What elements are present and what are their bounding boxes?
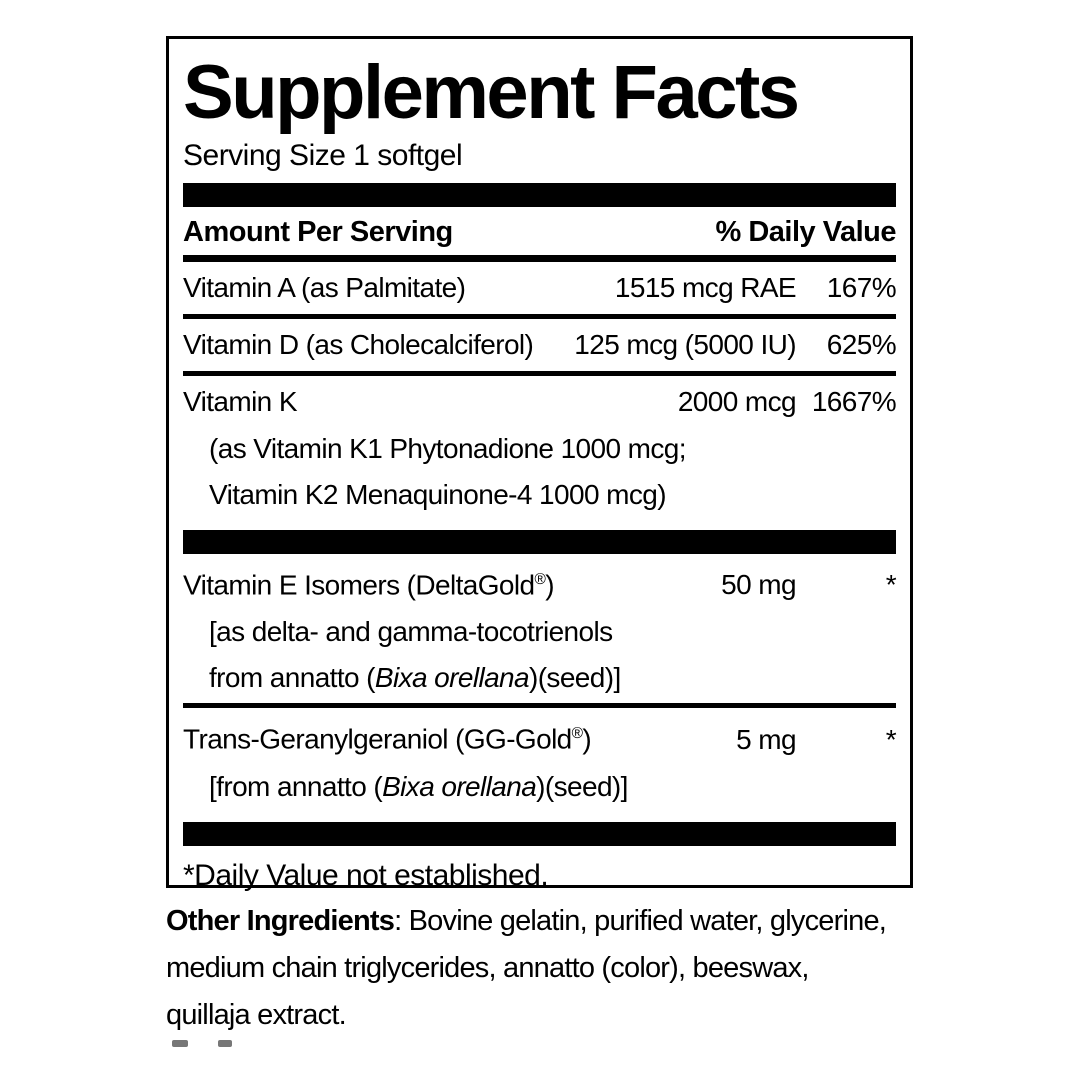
separator-bar [183, 530, 896, 555]
text-segment: Bixa orellana [382, 770, 537, 802]
text-segment: [as delta- and gamma-tocotrienols [209, 616, 613, 648]
nutrient-name: Vitamin K [183, 385, 678, 419]
text-segment: quillaja extract. [166, 999, 347, 1031]
text-segment: Vitamin D (as Cholecalciferol) [183, 329, 534, 361]
text-segment: : Bovine gelatin, purified water, glycer… [394, 905, 887, 937]
other-ingredients-line: medium chain triglycerides, annatto (col… [166, 945, 930, 992]
nutrient-daily-value: 625% [826, 329, 897, 361]
nutrient-name: Trans-Geranylgeraniol (GG-Gold®) [183, 717, 736, 756]
nutrient-name: Vitamin D (as Cholecalciferol) [183, 328, 574, 362]
nutrient-rows: Vitamin A (as Palmitate) 1515 mcg RAE 167%… [183, 262, 897, 846]
text-segment: from annatto ( [209, 662, 376, 694]
nutrient-name: Vitamin A (as Palmitate) [183, 271, 615, 305]
text-segment: (as Vitamin K1 Phytonadione 1000 mcg; [209, 433, 687, 465]
text-segment: Vitamin A (as Palmitate) [183, 272, 466, 304]
amount-per-serving-header: Amount Per Serving [183, 216, 453, 249]
nutrient-row: Vitamin D (as Cholecalciferol) 125 mcg (5… [183, 319, 897, 371]
separator-bar-top [183, 183, 896, 208]
nutrient-daily-value: * [885, 569, 897, 601]
nutrient-daily-value: 167% [826, 272, 897, 304]
nutrient-name: Vitamin E Isomers (DeltaGold®) [183, 563, 721, 602]
nutrient-amount: 5 mg [736, 723, 796, 755]
nutrient-amount: 125 mcg (5000 IU) [574, 329, 796, 361]
nutrient-amount: 2000 mcg [677, 386, 797, 418]
text-segment: medium chain triglycerides, annatto (col… [166, 952, 809, 984]
text-segment: Vitamin K [183, 386, 298, 418]
text-segment: ) [545, 569, 554, 601]
daily-value-header: % Daily Value [715, 216, 897, 249]
nutrient-subline: [as delta- and gamma-tocotrienols [183, 611, 896, 657]
text-segment: [from annatto ( [209, 770, 383, 802]
clipped-text-fragment [218, 1040, 232, 1047]
other-ingredients-line: quillaja extract. [166, 992, 930, 1039]
panel-title: Supplement Facts [183, 50, 800, 135]
nutrient-subline: (as Vitamin K1 Phytonadione 1000 mcg; [183, 428, 896, 474]
nutrient-row: Vitamin E Isomers (DeltaGold®) 50 mg * [183, 554, 897, 611]
text-segment: )(seed)] [536, 770, 628, 802]
nutrient-daily-value: 1667% [811, 386, 897, 418]
separator-bar [183, 821, 896, 846]
text-segment: ® [534, 571, 546, 589]
nutrient-row: Trans-Geranylgeraniol (GG-Gold®) 5 mg * [183, 708, 897, 765]
nutrient-row: Vitamin A (as Palmitate) 1515 mcg RAE 167% [183, 262, 897, 314]
header-rule [183, 255, 896, 263]
nutrient-row: Vitamin K 2000 mcg 1667% [183, 376, 897, 428]
nutrient-amount: 1515 mcg RAE [614, 272, 797, 304]
nutrient-subline: Vitamin K2 Menaquinone-4 1000 mcg) [183, 474, 896, 520]
text-segment: ® [571, 725, 583, 743]
other-ingredients: Other Ingredients: Bovine gelatin, purif… [166, 898, 930, 1039]
text-segment: Vitamin K2 Menaquinone-4 1000 mcg) [209, 479, 667, 511]
text-segment: Bixa orellana [374, 662, 530, 694]
separator-rule [183, 314, 896, 320]
nutrient-daily-value: * [885, 723, 897, 755]
supplement-facts-panel: Supplement Facts Serving Size 1 softgel … [166, 36, 913, 892]
clipped-text-fragment [172, 1040, 188, 1047]
column-header-row: Amount Per Serving % Daily Value [183, 207, 896, 255]
serving-size: Serving Size 1 softgel [183, 139, 463, 173]
text-segment: Vitamin E Isomers (DeltaGold [183, 569, 535, 601]
nutrient-subline: [from annatto (Bixa orellana)(seed)] [183, 766, 896, 812]
text-segment: )(seed)] [528, 662, 621, 694]
separator-rule [183, 371, 896, 377]
text-segment: ) [582, 723, 592, 755]
other-ingredients-line: Other Ingredients: Bovine gelatin, purif… [166, 898, 930, 945]
nutrient-amount: 50 mg [721, 569, 796, 601]
separator-rule [183, 703, 896, 709]
daily-value-footnote: *Daily Value not established. [183, 858, 549, 892]
text-segment: Other Ingredients [166, 905, 395, 937]
text-segment: Trans-Geranylgeraniol (GG-Gold [183, 723, 572, 755]
nutrient-subline: from annatto (Bixa orellana)(seed)] [183, 657, 896, 703]
